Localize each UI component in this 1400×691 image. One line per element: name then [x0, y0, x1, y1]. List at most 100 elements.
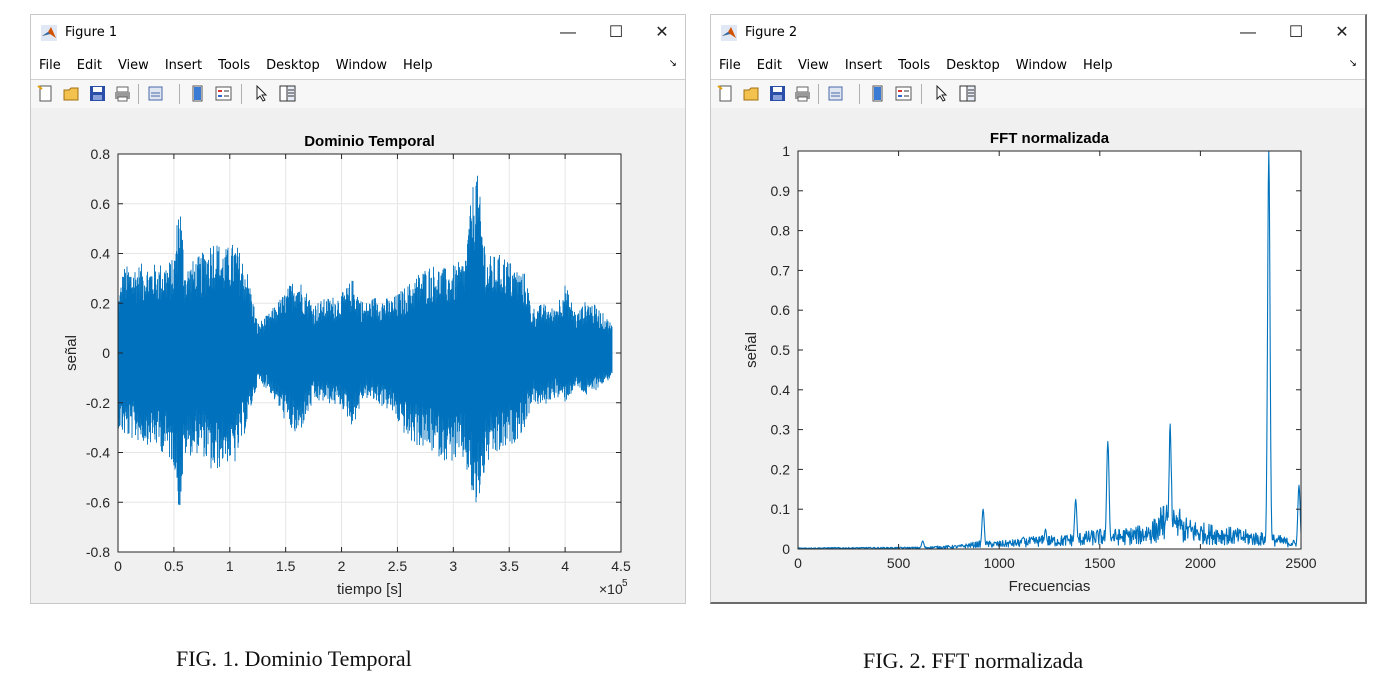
y-tick-label: 0: [102, 345, 110, 361]
link-plot-icon[interactable]: [827, 85, 844, 102]
toolbar-separator: [921, 84, 922, 104]
save-icon[interactable]: [89, 85, 106, 102]
menu-bar: File Edit View Insert Tools Desktop Window Help…: [711, 55, 1365, 77]
menu-bar: File Edit View Insert Tools Desktop Window Help…: [31, 55, 685, 77]
property-editor-icon[interactable]: [959, 85, 976, 102]
pointer-icon[interactable]: [933, 85, 950, 102]
x-exponent-label: ×10: [599, 581, 623, 597]
y-tick-label: 0.6: [91, 196, 111, 212]
colorbar-icon[interactable]: [189, 85, 206, 102]
x-tick-label: 0.5: [164, 558, 184, 574]
toolbar-separator: [818, 84, 819, 104]
y-tick-label: 0.4: [771, 382, 791, 398]
dock-arrow-icon[interactable]: ↘: [1348, 58, 1357, 69]
minimize-button[interactable]: —: [560, 24, 576, 41]
menu-desktop[interactable]: Desktop: [266, 58, 320, 73]
toolbar-separator: [179, 84, 180, 104]
menu-tools[interactable]: Tools: [218, 58, 251, 73]
matlab-icon: [41, 25, 57, 41]
figure-area: 0 0.5 1 1.5 2 2.5 3 3.5 4 4.5 -0.8 -0.6 -0.4 -0.2 0 0.2…: [31, 108, 685, 603]
menu-file[interactable]: File: [719, 58, 741, 73]
x-tick-label: 500: [887, 555, 911, 571]
link-plot-icon[interactable]: [147, 85, 164, 102]
chart-title: FFT normalizada: [990, 130, 1110, 147]
menu-view[interactable]: View: [117, 58, 149, 73]
x-exponent-value: 5: [622, 578, 628, 589]
y-tick-label: -0.4: [86, 445, 110, 461]
menu-edit[interactable]: Edit: [756, 58, 782, 73]
matlab-icon: [721, 25, 737, 41]
title-bar[interactable]: Figure 1 — ☐ ✕: [31, 15, 685, 51]
y-tick-label: 0.1: [771, 501, 791, 517]
figure-1-window: Figure 1 — ☐ ✕ File Edit View Insert Tools De…: [30, 14, 686, 604]
figure-1-caption: FIG. 1. Dominio Temporal: [176, 646, 412, 671]
menu-desktop[interactable]: Desktop: [946, 58, 1000, 73]
y-tick-label: 0: [782, 541, 790, 557]
y-tick-label: 0.4: [91, 246, 111, 262]
x-tick-label: 2: [338, 558, 346, 574]
time-domain-chart: 0 0.5 1 1.5 2 2.5 3 3.5 4 4.5 -0.8 -0.6 -0.4 -0.2 0 0.2…: [63, 133, 631, 598]
menu-help[interactable]: Help: [403, 58, 433, 73]
x-tick-label: 1500: [1084, 555, 1115, 571]
y-tick-label: 0.2: [771, 461, 791, 477]
print-icon[interactable]: [114, 85, 131, 102]
y-tick-label: 0.3: [771, 422, 791, 438]
y-tick-label: 0.9: [771, 183, 791, 199]
menu-file[interactable]: File: [39, 58, 61, 73]
menu-window[interactable]: Window: [1015, 58, 1068, 73]
y-tick-label: 0.2: [91, 295, 111, 311]
menu-window[interactable]: Window: [335, 58, 388, 73]
new-figure-icon[interactable]: [37, 85, 54, 102]
y-tick-label: -0.8: [86, 544, 110, 560]
menu-tools[interactable]: Tools: [898, 58, 931, 73]
pointer-icon[interactable]: [253, 85, 270, 102]
x-tick-label: 1.5: [276, 558, 296, 574]
menu-help[interactable]: Help: [1083, 58, 1113, 73]
close-button[interactable]: ✕: [655, 24, 669, 41]
property-editor-icon[interactable]: [279, 85, 296, 102]
minimize-button[interactable]: —: [1240, 24, 1256, 41]
x-tick-label: 3.5: [499, 558, 519, 574]
y-axis-label: señal: [63, 335, 80, 371]
x-tick-label: 2000: [1185, 555, 1216, 571]
y-tick-label: 0.6: [771, 302, 791, 318]
y-tick-label: -0.6: [86, 494, 110, 510]
x-tick-label: 3: [449, 558, 457, 574]
x-tick-label: 2.5: [388, 558, 408, 574]
x-axis-label: Frecuencias: [1009, 578, 1091, 595]
title-bar[interactable]: Figure 2 — ☐ ✕: [711, 15, 1365, 51]
x-tick-label: 1: [226, 558, 234, 574]
window-title: Figure 1: [65, 25, 118, 40]
menu-insert[interactable]: Insert: [164, 58, 203, 73]
maximize-button[interactable]: ☐: [608, 24, 624, 41]
menu-insert[interactable]: Insert: [844, 58, 883, 73]
menu-edit[interactable]: Edit: [76, 58, 102, 73]
plot-area: [798, 151, 1301, 549]
print-icon[interactable]: [794, 85, 811, 102]
y-tick-label: -0.2: [86, 395, 110, 411]
x-tick-label: 2500: [1285, 555, 1316, 571]
x-tick-label: 4: [561, 558, 569, 574]
figure-area: 0 500 1000 1500 2000 2500 0 0.1 0.2 0.3 0.4 0.5 0.6 0…: [711, 108, 1365, 602]
fft-chart: 0 500 1000 1500 2000 2500 0 0.1 0.2 0.3 0.4 0.5 0.6 0…: [743, 130, 1317, 595]
close-button[interactable]: ✕: [1335, 24, 1349, 41]
window-title: Figure 2: [745, 25, 798, 40]
chart-title: Dominio Temporal: [304, 133, 435, 150]
menu-view[interactable]: View: [797, 58, 829, 73]
signal-series-line: [117, 175, 613, 506]
save-icon[interactable]: [769, 85, 786, 102]
colorbar-icon[interactable]: [869, 85, 886, 102]
maximize-button[interactable]: ☐: [1288, 24, 1304, 41]
dock-arrow-icon[interactable]: ↘: [668, 58, 677, 69]
open-file-icon[interactable]: [63, 85, 80, 102]
toolbar-separator: [859, 84, 860, 104]
open-file-icon[interactable]: [743, 85, 760, 102]
x-axis-label: tiempo [s]: [337, 581, 402, 598]
new-figure-icon[interactable]: [717, 85, 734, 102]
x-tick-label: 0: [794, 555, 802, 571]
legend-icon[interactable]: [895, 85, 912, 102]
y-tick-label: 0.8: [91, 146, 111, 162]
fft-series-line: [797, 150, 1302, 550]
legend-icon[interactable]: [215, 85, 232, 102]
y-axis-label: señal: [743, 332, 760, 368]
